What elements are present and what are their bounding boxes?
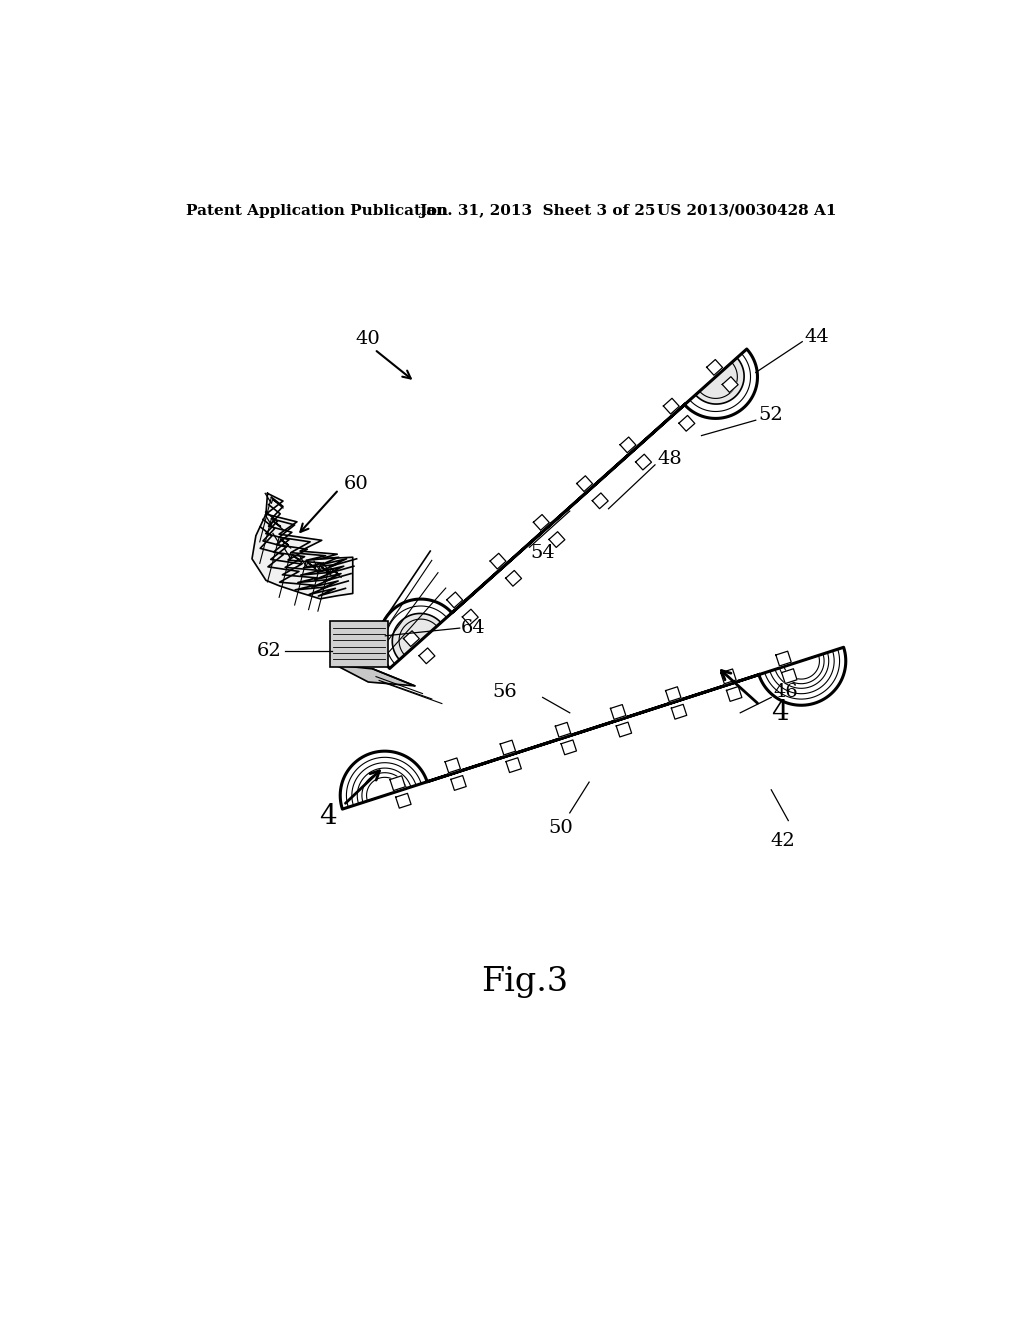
Text: US 2013/0030428 A1: US 2013/0030428 A1 — [656, 203, 836, 218]
Polygon shape — [776, 651, 792, 667]
Text: 44: 44 — [805, 329, 829, 346]
Polygon shape — [390, 776, 406, 791]
Text: 56: 56 — [493, 682, 517, 701]
Polygon shape — [252, 494, 352, 599]
Polygon shape — [781, 669, 797, 684]
Polygon shape — [664, 399, 679, 414]
Polygon shape — [726, 686, 741, 701]
Polygon shape — [577, 475, 593, 491]
Polygon shape — [490, 553, 506, 569]
Polygon shape — [616, 722, 632, 737]
Polygon shape — [395, 793, 411, 808]
Polygon shape — [451, 776, 466, 791]
Polygon shape — [721, 669, 736, 684]
Text: 62: 62 — [257, 643, 282, 660]
Text: Jan. 31, 2013  Sheet 3 of 25: Jan. 31, 2013 Sheet 3 of 25 — [419, 203, 655, 218]
FancyBboxPatch shape — [331, 622, 388, 667]
Polygon shape — [506, 758, 521, 772]
Polygon shape — [672, 705, 687, 719]
Polygon shape — [340, 647, 846, 809]
Polygon shape — [610, 705, 626, 719]
Text: 48: 48 — [657, 450, 682, 469]
Polygon shape — [403, 631, 420, 647]
Polygon shape — [679, 416, 695, 432]
Text: 60: 60 — [343, 475, 369, 494]
Polygon shape — [392, 358, 744, 660]
Text: 52: 52 — [758, 405, 782, 424]
Text: Fig.3: Fig.3 — [481, 966, 568, 998]
Text: 4: 4 — [771, 700, 788, 726]
Polygon shape — [336, 665, 415, 686]
Polygon shape — [707, 359, 723, 375]
Text: 4: 4 — [319, 804, 337, 830]
Text: 40: 40 — [356, 330, 381, 347]
Polygon shape — [419, 648, 435, 664]
Text: 46: 46 — [773, 682, 799, 701]
Polygon shape — [462, 610, 478, 624]
Text: 42: 42 — [770, 832, 796, 850]
Polygon shape — [500, 741, 516, 755]
Polygon shape — [621, 437, 636, 453]
Polygon shape — [506, 570, 521, 586]
Polygon shape — [534, 515, 549, 531]
Text: 50: 50 — [548, 818, 572, 837]
Polygon shape — [722, 376, 738, 392]
Polygon shape — [636, 454, 651, 470]
Polygon shape — [549, 532, 565, 548]
Polygon shape — [592, 492, 608, 508]
Polygon shape — [666, 686, 681, 701]
Text: 54: 54 — [530, 544, 555, 561]
Polygon shape — [561, 741, 577, 755]
Polygon shape — [379, 348, 758, 668]
Text: Patent Application Publication: Patent Application Publication — [186, 203, 449, 218]
Polygon shape — [446, 593, 463, 607]
Polygon shape — [555, 722, 570, 737]
Polygon shape — [445, 758, 461, 772]
Text: 64: 64 — [461, 619, 486, 638]
